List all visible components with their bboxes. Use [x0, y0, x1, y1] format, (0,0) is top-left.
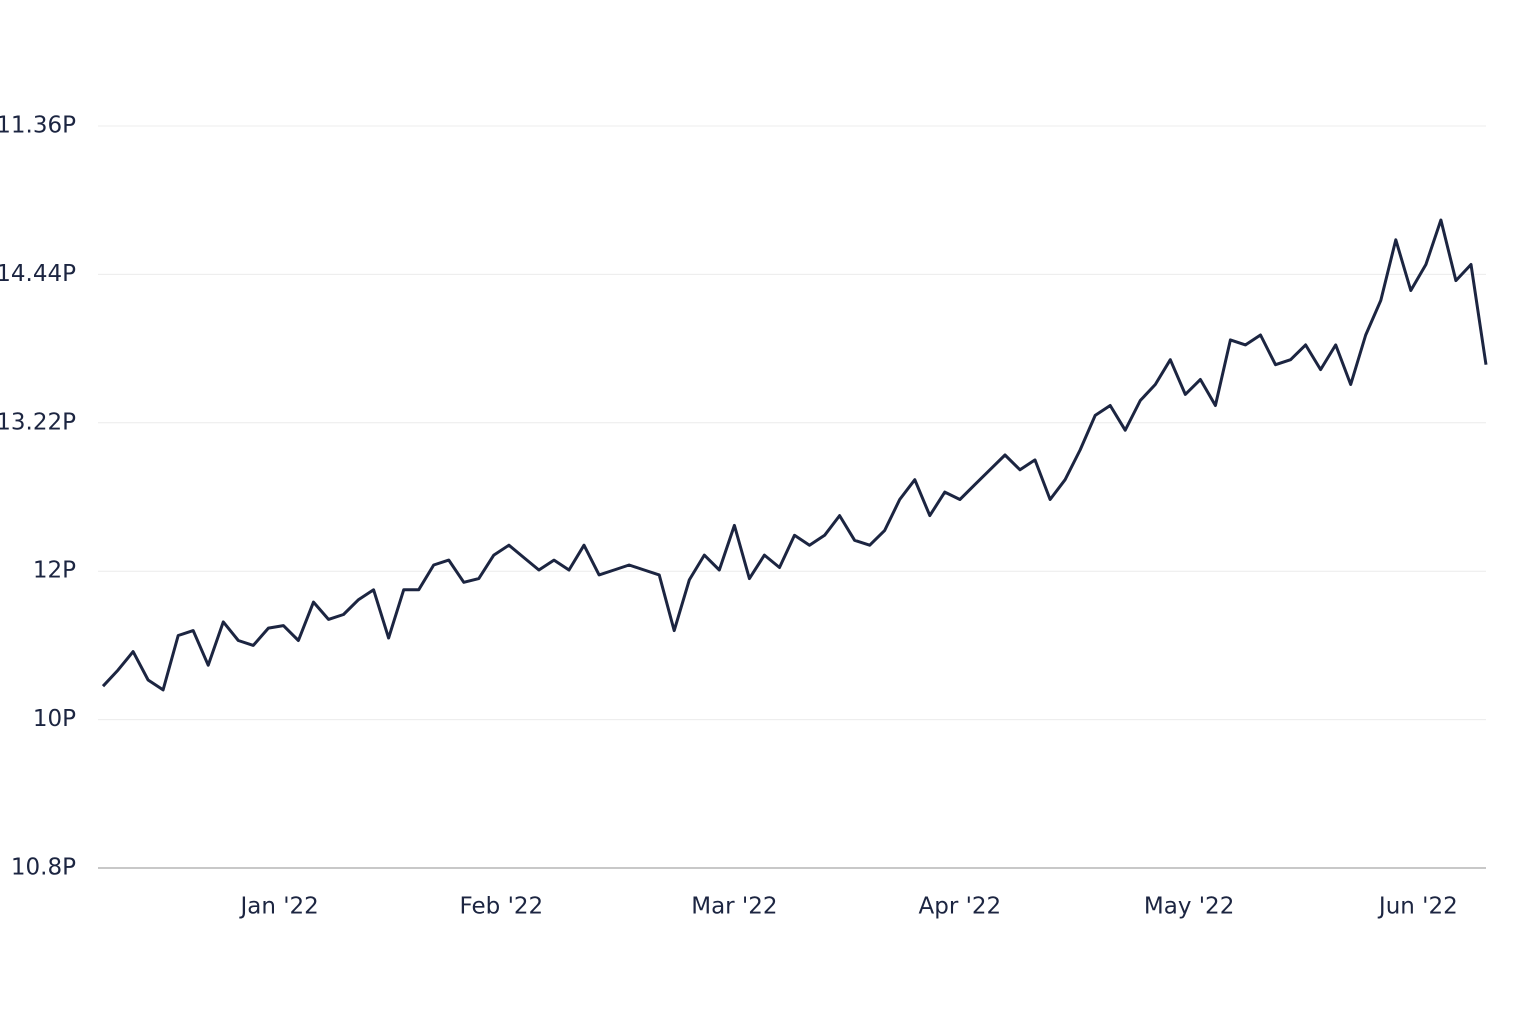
- x-tick-label: Jun '22: [1377, 894, 1458, 920]
- y-tick-label: 10.8P: [11, 855, 76, 881]
- y-tick-label: 13.22P: [0, 409, 76, 435]
- y-tick-label: 12P: [33, 558, 76, 584]
- y-tick-label: 11.36P: [0, 113, 76, 139]
- data-line: [101, 218, 1488, 692]
- y-tick-label: 10P: [33, 706, 76, 732]
- x-tick-label: Feb '22: [460, 894, 544, 920]
- y-tick-label: 14.44P: [0, 261, 76, 287]
- x-tick-label: May '22: [1144, 894, 1234, 920]
- x-tick-label: Mar '22: [691, 894, 777, 920]
- x-tick-label: Apr '22: [919, 894, 1002, 920]
- x-tick-label: Jan '22: [238, 894, 318, 920]
